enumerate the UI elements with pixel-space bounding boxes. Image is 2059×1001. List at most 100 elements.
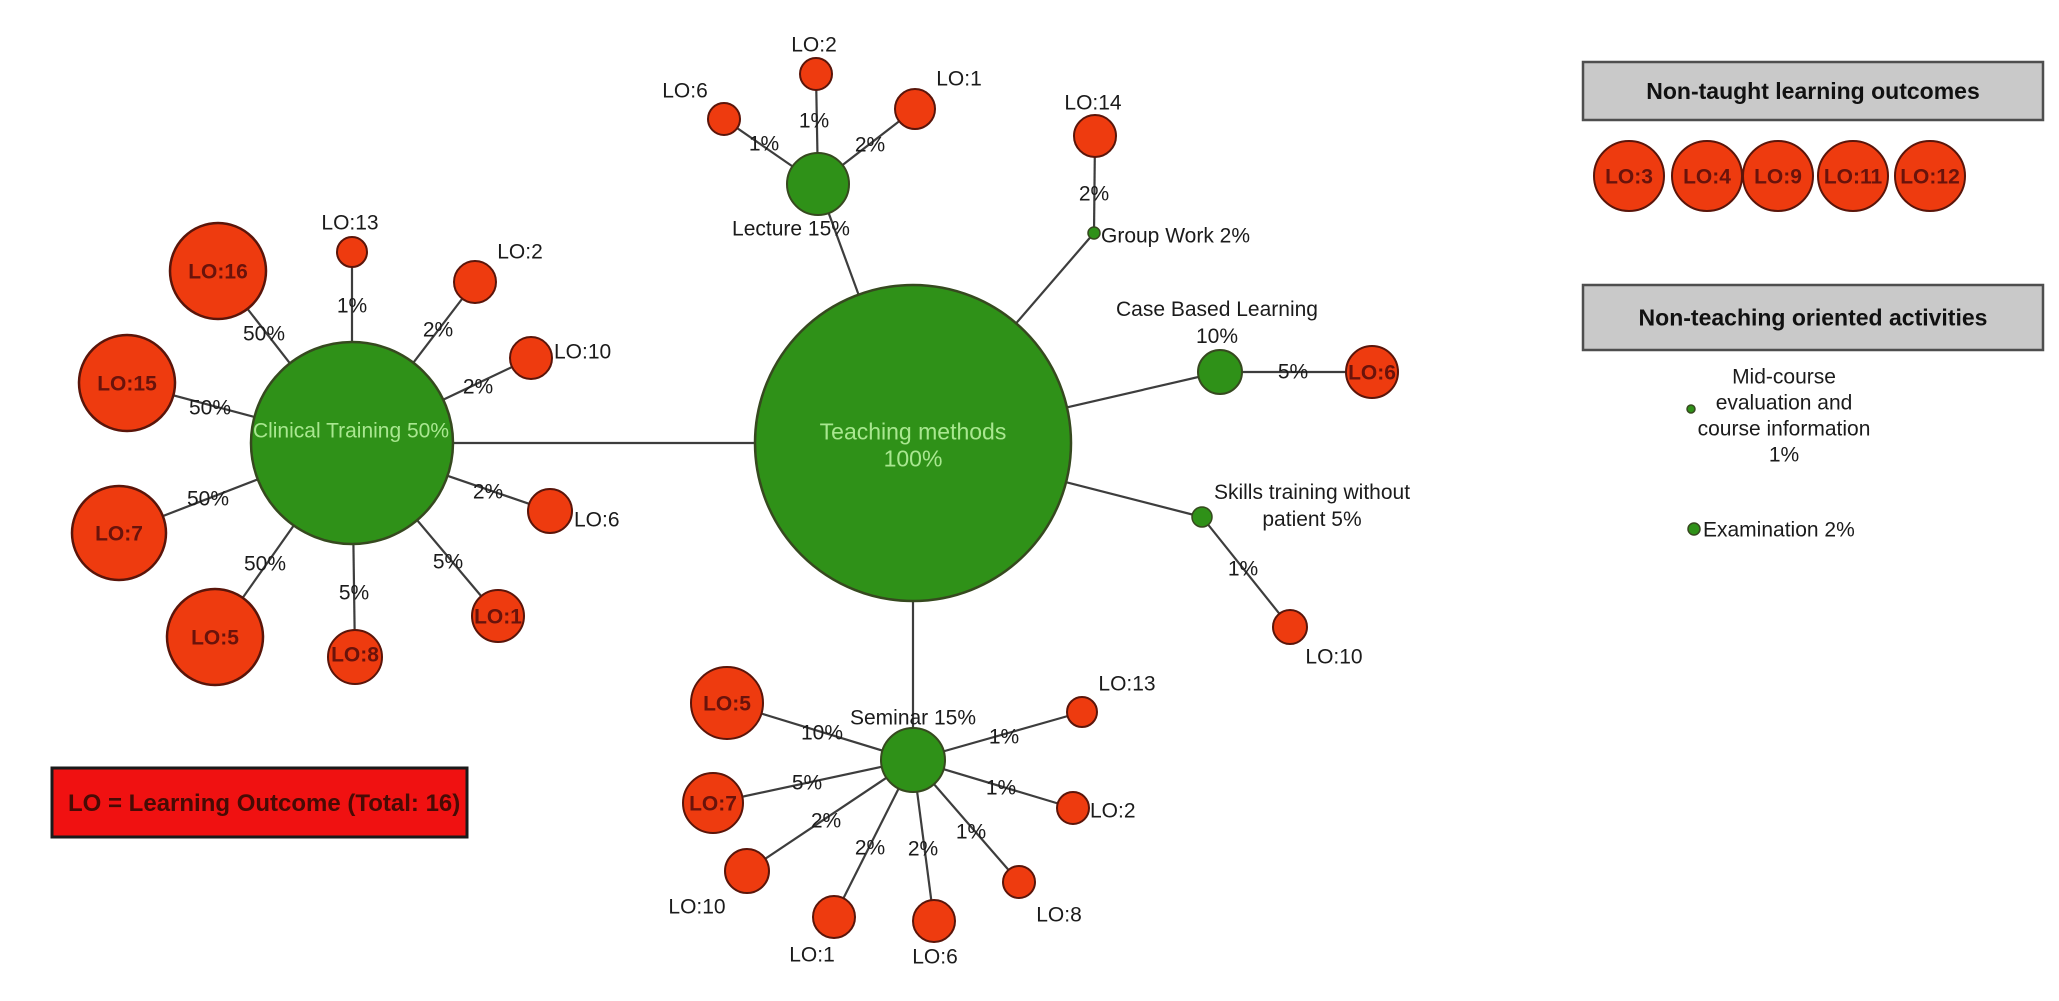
node-g14-circle [1073, 114, 1117, 158]
node-se10-label: LO:10 [668, 895, 725, 918]
edge-clinical-c7-label: 50% [187, 487, 229, 510]
panel-non-taught-box [1581, 60, 2045, 122]
legend-box [50, 766, 469, 839]
node-l2-circle [799, 57, 833, 91]
node-se13-label: LO:13 [1098, 672, 1155, 695]
edge-seminar-se6-label: 2% [908, 837, 938, 860]
node-c6-label: LO:6 [574, 508, 620, 531]
edge-seminar-se2-label: 1% [986, 776, 1016, 799]
node-c16-label: LO:16 [188, 260, 248, 283]
node-c8-label: LO:8 [331, 643, 379, 666]
node-midcourse-label-line-3: course information [1698, 417, 1871, 440]
edge-clinical-c16-label: 50% [243, 322, 285, 345]
legend-label: LO = Learning Outcome (Total: 16) [68, 790, 460, 817]
node-l6-label: LO:6 [662, 79, 708, 102]
node-cbl-circle [1197, 349, 1243, 395]
node-teaching-circle [753, 283, 1073, 603]
edge-seminar-se8-label: 1% [956, 820, 986, 843]
node-seminar-label: Seminar 15% [850, 706, 976, 729]
edge-lecture-l2-label: 1% [799, 109, 829, 132]
node-c10-label: LO:10 [554, 340, 611, 363]
node-c2-circle [453, 260, 497, 304]
node-exam-label: Examination 2% [1703, 518, 1855, 541]
node-s10-circle [1272, 609, 1308, 645]
edge-lecture-l1-label: 2% [855, 133, 885, 156]
node-l1-label: LO:1 [936, 67, 982, 90]
node-se8-circle [1002, 865, 1036, 899]
panel-non-taught-title: Non-taught learning outcomes [1646, 78, 1980, 104]
node-skills-label-line-1: Skills training without [1214, 481, 1410, 504]
node-se5-label: LO:5 [703, 692, 751, 715]
node-l1-circle [894, 88, 936, 130]
edge-seminar-se13-label: 1% [989, 725, 1019, 748]
node-l6-circle [707, 102, 741, 136]
node-cbl-label-line-2: 10% [1196, 325, 1238, 348]
node-c13-label: LO:13 [321, 211, 378, 234]
node-midcourse-label-line-2: evaluation and [1716, 391, 1853, 414]
node-c1-circle [471, 589, 525, 643]
edge-seminar-se10-label: 2% [811, 809, 841, 832]
node-lecture-label: Lecture 15% [732, 217, 850, 240]
node-l2-label: LO:2 [791, 33, 837, 56]
node-g14-label: LO:14 [1064, 91, 1122, 114]
node-se13-circle [1066, 696, 1098, 728]
node-se10-circle [724, 848, 770, 894]
edge-clinical-c8-label: 5% [339, 581, 369, 604]
node-cb6-label: LO:6 [1348, 361, 1396, 384]
node-s10-label: LO:10 [1305, 645, 1362, 668]
node-se1-label: LO:1 [789, 943, 835, 966]
edge-skills-s10-label: 1% [1228, 557, 1258, 580]
node-n11-circle [1817, 140, 1889, 212]
node-se1-circle [812, 895, 856, 939]
node-c7-label: LO:7 [95, 522, 143, 545]
node-c1-label: LO:1 [474, 605, 522, 628]
node-n4-label: LO:4 [1683, 165, 1731, 188]
node-c8-circle [327, 629, 383, 685]
node-se2-label: LO:2 [1090, 799, 1136, 822]
edge-clinical-c1-label: 5% [433, 550, 463, 573]
node-midcourse-label-line-1: Mid-course [1732, 365, 1836, 388]
edge-clinical-c10-label: 2% [463, 375, 493, 398]
node-skills-circle [1191, 506, 1213, 528]
node-c16-circle [168, 221, 268, 321]
node-n12-label: LO:12 [1900, 165, 1960, 188]
edge-seminar-se1-label: 2% [855, 836, 885, 859]
node-teaching-label-line-1: Teaching methods [820, 419, 1007, 445]
edge-seminar-se5-label: 10% [801, 721, 843, 744]
node-groupwork-circle [1087, 226, 1101, 240]
node-se2-circle [1056, 791, 1090, 825]
panel-non-teaching-title: Non-teaching oriented activities [1639, 305, 1988, 331]
node-groupwork-label: Group Work 2% [1101, 224, 1250, 247]
node-c15-circle [77, 333, 177, 433]
node-se7-circle [682, 772, 744, 834]
node-cbl-label-line-1: Case Based Learning [1116, 298, 1318, 321]
node-c6-circle [527, 488, 573, 534]
nodes-layer [70, 57, 1966, 943]
node-exam-circle [1687, 522, 1701, 536]
node-clinical-circle [249, 340, 455, 546]
node-n3-circle [1593, 140, 1665, 212]
edge-lecture-l6-label: 1% [749, 132, 779, 155]
node-n3-label: LO:3 [1605, 165, 1653, 188]
edge-clinical-c6-label: 2% [473, 480, 503, 503]
node-c5-label: LO:5 [191, 626, 239, 649]
panel-non-teaching-box [1581, 283, 2045, 352]
panels-layer: Non-taught learning outcomes Non-teaching… [50, 60, 2045, 839]
node-se8-label: LO:8 [1036, 903, 1082, 926]
edge-seminar-se7-label: 5% [792, 771, 822, 794]
node-se7-label: LO:7 [689, 792, 737, 815]
edge-seminar-se7-line [712, 758, 914, 805]
node-se6-label: LO:6 [912, 945, 958, 968]
node-c2-label: LO:2 [497, 240, 543, 263]
node-midcourse-circle [1686, 404, 1696, 414]
node-c13-circle [336, 236, 368, 268]
edge-clinical-c5-label: 50% [244, 552, 286, 575]
node-se5-circle [690, 666, 764, 740]
edge-clinical-c15-label: 50% [189, 396, 231, 419]
node-c10-circle [509, 336, 553, 380]
edge-clinical-c13-label: 1% [337, 294, 367, 317]
node-c5-circle [165, 587, 265, 687]
node-c7-circle [70, 484, 168, 582]
